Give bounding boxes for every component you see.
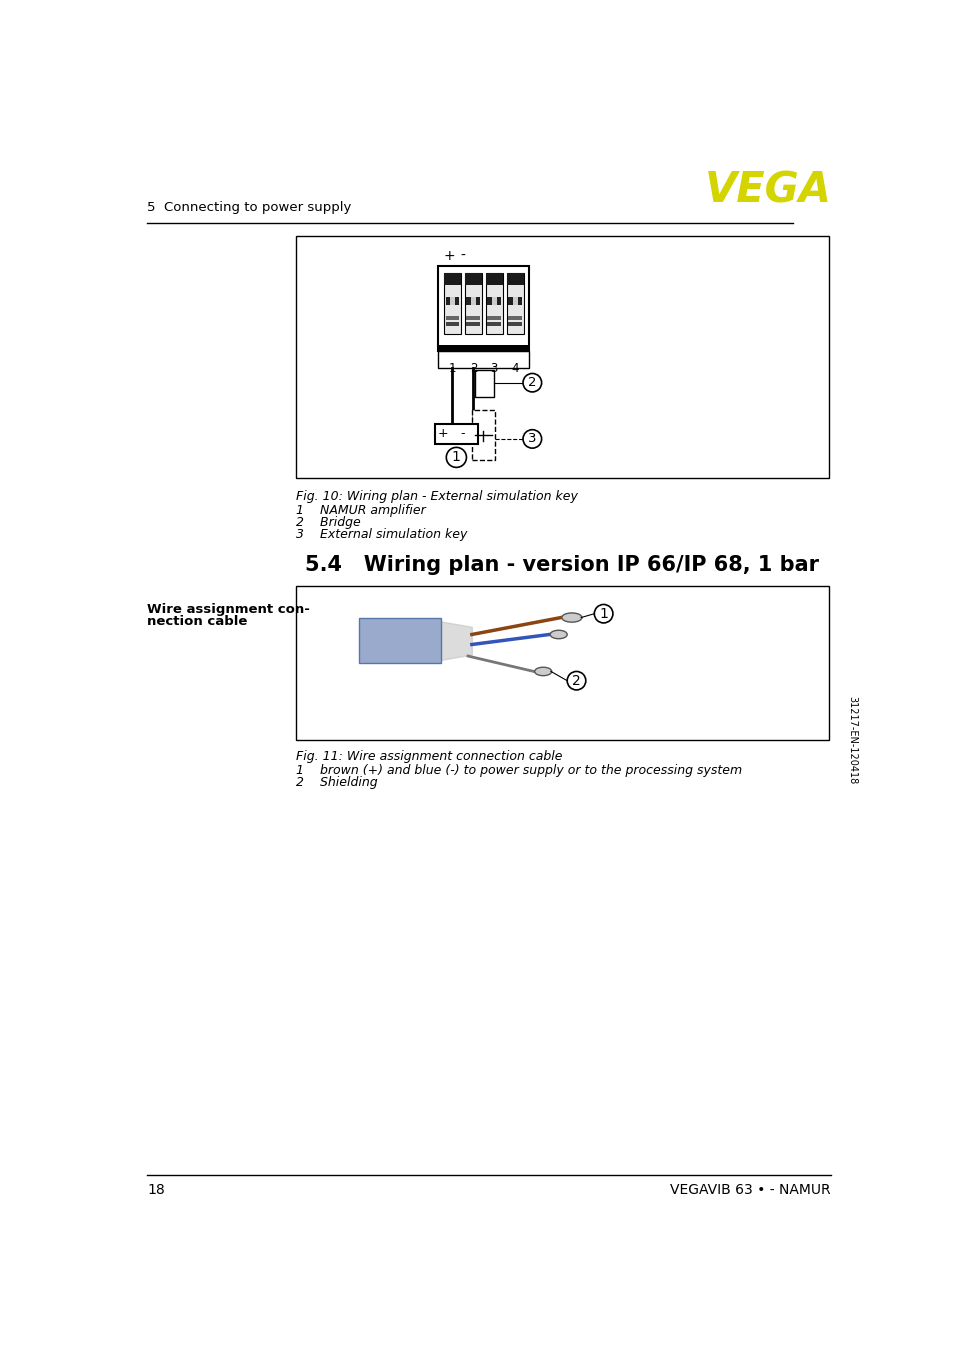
Text: 1    brown (+) and blue (-) to power supply or to the processing system: 1 brown (+) and blue (-) to power supply…: [295, 764, 741, 777]
Bar: [485, 272, 502, 334]
Bar: [445, 317, 459, 321]
Text: Wire assignment con-: Wire assignment con-: [147, 603, 310, 616]
Circle shape: [446, 447, 466, 467]
Text: 1: 1: [452, 451, 460, 464]
Bar: [359, 619, 440, 663]
Text: 31217-EN-120418: 31217-EN-120418: [846, 696, 857, 784]
Bar: [472, 410, 495, 460]
Text: 2: 2: [528, 376, 536, 389]
Text: 2: 2: [469, 362, 476, 375]
Text: -: -: [459, 249, 464, 263]
Bar: [492, 298, 497, 305]
Text: 2    Bridge: 2 Bridge: [295, 516, 360, 529]
Circle shape: [522, 374, 541, 391]
Ellipse shape: [534, 668, 551, 676]
Text: 2: 2: [572, 674, 580, 688]
Bar: [445, 298, 459, 305]
Text: VEGAVIB 63 • - NAMUR: VEGAVIB 63 • - NAMUR: [669, 1183, 830, 1197]
Text: 1    NAMUR amplifier: 1 NAMUR amplifier: [295, 504, 425, 517]
Bar: [445, 322, 459, 326]
Circle shape: [522, 429, 541, 448]
Text: 1: 1: [598, 607, 607, 620]
Text: nection cable: nection cable: [147, 615, 247, 628]
Text: Fig. 10: Wiring plan - External simulation key: Fig. 10: Wiring plan - External simulati…: [295, 490, 578, 502]
Bar: [487, 298, 500, 305]
Bar: [464, 272, 481, 284]
Bar: [506, 272, 523, 284]
Bar: [464, 272, 481, 334]
Bar: [295, 586, 828, 741]
Text: 5.4   Wiring plan - version IP 66/IP 68, 1 bar: 5.4 Wiring plan - version IP 66/IP 68, 1…: [305, 555, 819, 575]
Bar: [508, 317, 521, 321]
Bar: [295, 236, 828, 478]
Text: 3    External simulation key: 3 External simulation key: [295, 528, 467, 542]
Bar: [466, 298, 480, 305]
Bar: [475, 370, 493, 397]
Bar: [485, 272, 502, 284]
Text: -: -: [460, 427, 464, 440]
Ellipse shape: [561, 613, 581, 623]
Bar: [437, 351, 529, 368]
Circle shape: [567, 672, 585, 691]
Bar: [466, 322, 480, 326]
Bar: [508, 298, 521, 305]
Bar: [471, 298, 476, 305]
Text: 2    Shielding: 2 Shielding: [295, 776, 377, 789]
Bar: [506, 272, 523, 334]
Text: 4: 4: [511, 362, 518, 375]
Text: 18: 18: [147, 1183, 165, 1197]
Text: +: +: [437, 427, 448, 440]
Bar: [466, 317, 480, 321]
Text: 5  Connecting to power supply: 5 Connecting to power supply: [147, 202, 351, 214]
Bar: [443, 272, 460, 284]
Text: 3: 3: [490, 362, 497, 375]
Text: 3: 3: [528, 432, 536, 445]
Circle shape: [594, 604, 612, 623]
Text: Fig. 11: Wire assignment connection cable: Fig. 11: Wire assignment connection cabl…: [295, 750, 562, 764]
Bar: [435, 424, 477, 444]
Bar: [437, 345, 529, 351]
Bar: [508, 322, 521, 326]
Text: VEGA: VEGA: [704, 169, 831, 211]
Ellipse shape: [550, 630, 567, 639]
Bar: [487, 317, 500, 321]
Text: +: +: [443, 249, 455, 263]
Bar: [437, 267, 529, 351]
Bar: [443, 272, 460, 334]
Bar: [450, 298, 455, 305]
Text: 1: 1: [448, 362, 456, 375]
Bar: [487, 322, 500, 326]
Bar: [513, 298, 517, 305]
